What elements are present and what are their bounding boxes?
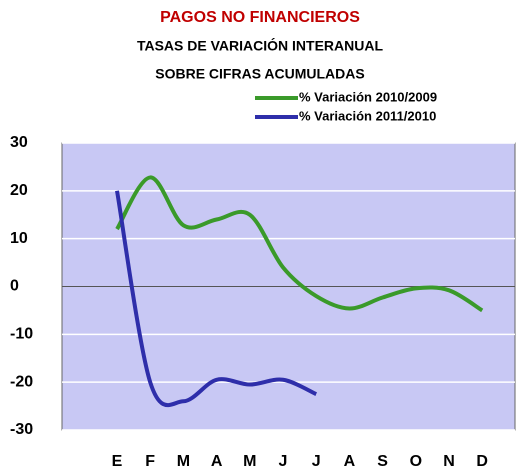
y-tick-label: 30	[10, 134, 28, 151]
y-tick-label: 10	[10, 230, 28, 247]
x-tick-label: J	[279, 453, 288, 470]
y-tick-label: -10	[10, 326, 33, 343]
chart-subtitle: SOBRE CIFRAS ACUMULADAS	[155, 66, 364, 82]
x-tick-label: M	[243, 453, 256, 470]
x-tick-label: A	[211, 453, 223, 470]
y-tick-label: 20	[10, 182, 28, 199]
x-tick-label: M	[177, 453, 190, 470]
x-tick-label: S	[377, 453, 388, 470]
line	[115, 190, 318, 408]
legend-label: % Variación 2010/2009	[299, 89, 437, 104]
x-tick-label: A	[344, 453, 356, 470]
y-tick-label: -30	[10, 421, 33, 438]
y-tick-label: 0	[10, 278, 19, 295]
x-tick-label: D	[476, 453, 488, 470]
chart-title: PAGOS NO FINANCIEROS	[160, 9, 360, 26]
chart-subtitle: TASAS DE VARIACIÓN INTERANUAL	[137, 37, 383, 54]
line	[115, 175, 484, 313]
x-tick-label: E	[112, 453, 123, 470]
legend-label: % Variación 2011/2010	[299, 108, 436, 123]
x-tick-label: J	[312, 453, 321, 470]
y-tick-label: -20	[10, 373, 33, 390]
x-tick-label: F	[145, 453, 155, 470]
x-tick-label: N	[443, 453, 455, 470]
x-tick-label: O	[410, 453, 422, 470]
